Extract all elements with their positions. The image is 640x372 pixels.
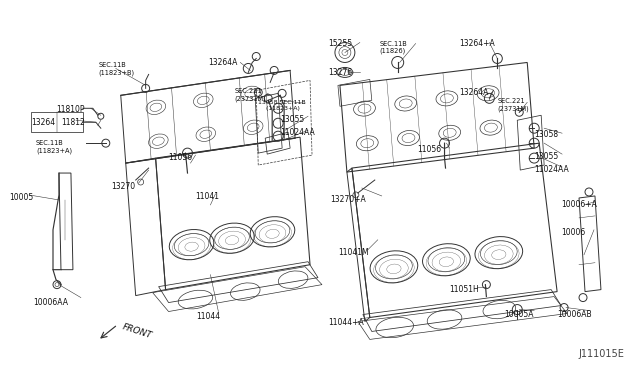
Text: 10006+A: 10006+A <box>561 200 597 209</box>
Text: SEC.11B
(11823+B): SEC.11B (11823+B) <box>99 62 135 76</box>
Text: 13264+A: 13264+A <box>460 39 495 48</box>
Text: 10006: 10006 <box>561 228 586 237</box>
Text: 11041M: 11041M <box>338 248 369 257</box>
Text: SEC.221
(23731M): SEC.221 (23731M) <box>234 89 266 102</box>
Text: SEC.11B
(11826): SEC.11B (11826) <box>380 41 408 54</box>
Text: 13270+A: 13270+A <box>330 195 365 204</box>
Text: 13264A: 13264A <box>460 89 489 97</box>
Text: 13276: 13276 <box>328 68 352 77</box>
Text: 13264: 13264 <box>31 118 55 127</box>
Text: 11810P: 11810P <box>56 105 84 114</box>
Text: 11044: 11044 <box>196 311 221 321</box>
Text: 11056: 11056 <box>168 153 193 162</box>
Text: 11041: 11041 <box>195 192 220 201</box>
Text: 10005: 10005 <box>9 193 33 202</box>
Text: 13055: 13055 <box>280 115 305 124</box>
Text: 10005A: 10005A <box>504 310 534 318</box>
Text: 10006AB: 10006AB <box>557 310 592 318</box>
Text: 11056: 11056 <box>418 145 442 154</box>
Text: 13270: 13270 <box>111 182 135 191</box>
Text: 11051H: 11051H <box>449 285 479 294</box>
Text: 10006AA: 10006AA <box>33 298 68 307</box>
Text: 13055: 13055 <box>534 152 559 161</box>
Text: 13058 SEC.11B
    (11823+A): 13058 SEC.11B (11823+A) <box>258 100 306 111</box>
Text: 13264A: 13264A <box>209 58 238 67</box>
Text: J111015E: J111015E <box>578 349 624 359</box>
Text: 13058: 13058 <box>534 130 558 139</box>
Text: SEC.221
(23731M): SEC.221 (23731M) <box>497 98 529 112</box>
Text: 11812: 11812 <box>61 118 84 127</box>
Text: 11024AA: 11024AA <box>534 165 569 174</box>
Text: 11024AA: 11024AA <box>280 128 315 137</box>
Text: SEC.11B
(11823+A): SEC.11B (11823+A) <box>36 140 72 154</box>
Text: 11044+A: 11044+A <box>328 318 364 327</box>
Text: FRONT: FRONT <box>121 323 153 340</box>
Text: 15255: 15255 <box>328 39 352 48</box>
